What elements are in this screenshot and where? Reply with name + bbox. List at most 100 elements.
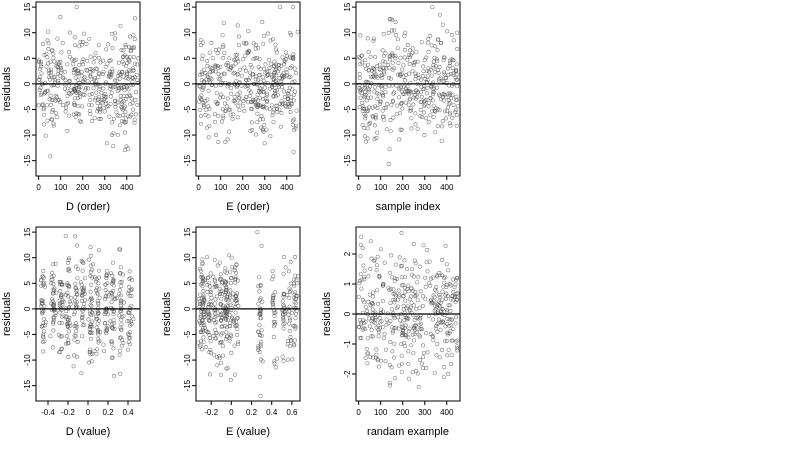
x-tick-label: 200	[396, 408, 410, 417]
data-point	[90, 352, 95, 356]
data-point	[121, 48, 126, 53]
data-point	[236, 104, 241, 109]
data-point	[392, 28, 397, 33]
data-point	[87, 360, 92, 365]
data-point	[66, 341, 71, 346]
data-point	[82, 31, 87, 36]
x-axis-label: E (order)	[226, 201, 269, 213]
data-point	[287, 30, 292, 35]
data-point	[229, 255, 234, 260]
data-point	[397, 255, 402, 260]
data-point	[292, 79, 297, 84]
x-tick-label: 0	[36, 183, 41, 192]
data-point	[218, 302, 223, 306]
data-point	[375, 106, 380, 110]
data-point	[117, 70, 122, 75]
data-point	[359, 286, 364, 291]
data-point	[444, 76, 449, 81]
data-point	[206, 302, 211, 307]
data-point	[411, 90, 416, 95]
data-point	[73, 281, 78, 286]
data-point	[455, 84, 460, 89]
data-point	[398, 86, 403, 91]
data-point	[110, 31, 114, 36]
data-point	[197, 99, 202, 104]
data-point	[258, 333, 262, 337]
data-point	[418, 114, 423, 119]
data-point	[215, 363, 220, 368]
x-tick-label: 400	[120, 183, 134, 192]
data-point	[98, 116, 103, 121]
data-point	[263, 62, 268, 67]
data-point	[126, 87, 131, 92]
x-tick-label: 300	[418, 183, 432, 192]
data-point	[114, 110, 119, 115]
data-point	[358, 318, 363, 322]
data-point	[268, 38, 273, 43]
data-point	[72, 58, 77, 63]
data-point	[372, 70, 377, 75]
data-point	[97, 107, 102, 112]
data-point	[215, 102, 220, 107]
data-point	[221, 71, 226, 76]
data-point	[201, 103, 206, 107]
data-point	[385, 101, 390, 106]
data-point	[80, 42, 84, 47]
data-point	[208, 70, 213, 75]
data-point	[264, 91, 269, 96]
data-point	[287, 290, 292, 295]
data-point	[97, 338, 102, 343]
data-point	[229, 334, 234, 339]
data-point	[229, 276, 233, 281]
data-point	[211, 333, 216, 338]
data-point	[357, 279, 362, 283]
data-point	[387, 147, 392, 152]
data-point	[94, 279, 99, 284]
data-point	[116, 60, 121, 65]
data-point	[233, 61, 238, 66]
data-point	[201, 85, 206, 90]
data-point	[60, 303, 65, 308]
data-point	[453, 321, 458, 326]
data-point	[446, 102, 451, 107]
y-axis-label: residuals	[1, 291, 13, 336]
data-point	[368, 355, 373, 360]
data-point	[372, 123, 377, 128]
data-point	[80, 268, 85, 273]
data-point	[392, 278, 397, 283]
data-point	[239, 83, 244, 88]
data-point	[432, 90, 437, 95]
data-point	[130, 278, 135, 283]
data-point	[98, 60, 103, 65]
data-point	[392, 326, 397, 331]
data-point	[451, 277, 456, 282]
data-point	[398, 55, 403, 60]
data-point	[398, 318, 403, 323]
data-point	[258, 339, 263, 344]
data-point	[90, 324, 95, 329]
x-tick-label: 0	[229, 408, 234, 417]
data-point	[440, 348, 444, 352]
data-point	[367, 68, 372, 73]
data-point	[97, 87, 102, 91]
data-point	[404, 332, 409, 337]
data-point	[239, 73, 244, 78]
data-point	[51, 273, 56, 278]
y-tick-label: -5	[23, 330, 32, 338]
data-point	[207, 50, 212, 55]
data-point	[118, 280, 123, 285]
data-point	[77, 63, 82, 67]
data-point	[88, 347, 93, 352]
data-point	[41, 281, 46, 286]
data-point	[258, 117, 263, 122]
data-point	[213, 83, 218, 88]
data-point	[407, 55, 412, 60]
data-point	[289, 101, 294, 106]
scatter-points	[196, 230, 300, 398]
data-point	[88, 66, 93, 71]
data-point	[360, 297, 365, 302]
data-point	[81, 261, 86, 265]
data-point	[442, 55, 447, 60]
data-point	[120, 338, 125, 342]
data-point	[390, 307, 394, 312]
